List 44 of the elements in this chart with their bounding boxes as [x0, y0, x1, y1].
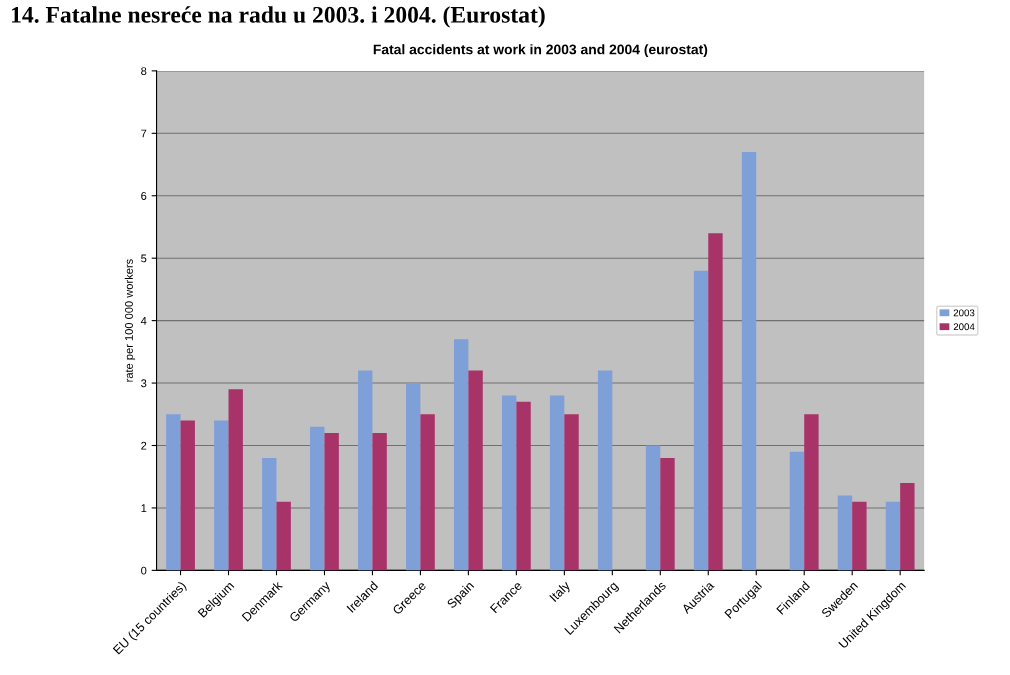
bar [645, 445, 661, 571]
y-tick-label: 7 [141, 129, 147, 138]
y-tick-label: 3 [141, 379, 147, 388]
bar [228, 389, 243, 571]
y-tick-label: 8 [141, 67, 147, 76]
bar [372, 433, 387, 571]
bar [564, 414, 579, 571]
bar [358, 370, 373, 571]
bar [406, 383, 421, 571]
bar [660, 457, 675, 571]
y-tick-label: 4 [140, 317, 147, 325]
text: 14. Fatalne nesreće na radu u 2003. i 2004. (Eurostat) [11, 6, 545, 28]
bar [804, 414, 819, 571]
y-tick-label: 0 [141, 566, 147, 575]
y-tick-label: 5 [141, 254, 147, 263]
y-tick-label: 1 [141, 504, 147, 512]
bar [501, 395, 517, 571]
bar [214, 420, 229, 571]
bar [453, 339, 469, 571]
bar [885, 501, 901, 571]
bar [262, 457, 277, 571]
bar [900, 482, 915, 571]
bar [310, 426, 325, 571]
bar [789, 451, 805, 571]
bar [837, 495, 853, 571]
bar [324, 433, 339, 571]
legend-label: 2004 [953, 323, 975, 331]
bar [468, 370, 483, 571]
bar [852, 501, 867, 571]
chart-title: Fatal accidents at work in 2003 and 2004 (eurostat) [373, 44, 708, 58]
bar [516, 401, 531, 571]
bar [420, 414, 435, 571]
y-tick-label: 6 [141, 192, 147, 200]
bar [693, 270, 709, 571]
bar [741, 152, 757, 571]
bar [597, 370, 613, 571]
y-tick-label: 2 [141, 441, 147, 450]
y-axis-title: rate per 100 000 workers [124, 259, 136, 382]
legend-label: 2003 [953, 309, 975, 317]
bar [180, 420, 195, 571]
bar [708, 233, 723, 571]
bar [166, 414, 181, 571]
bar [276, 501, 291, 571]
bar [549, 395, 565, 571]
